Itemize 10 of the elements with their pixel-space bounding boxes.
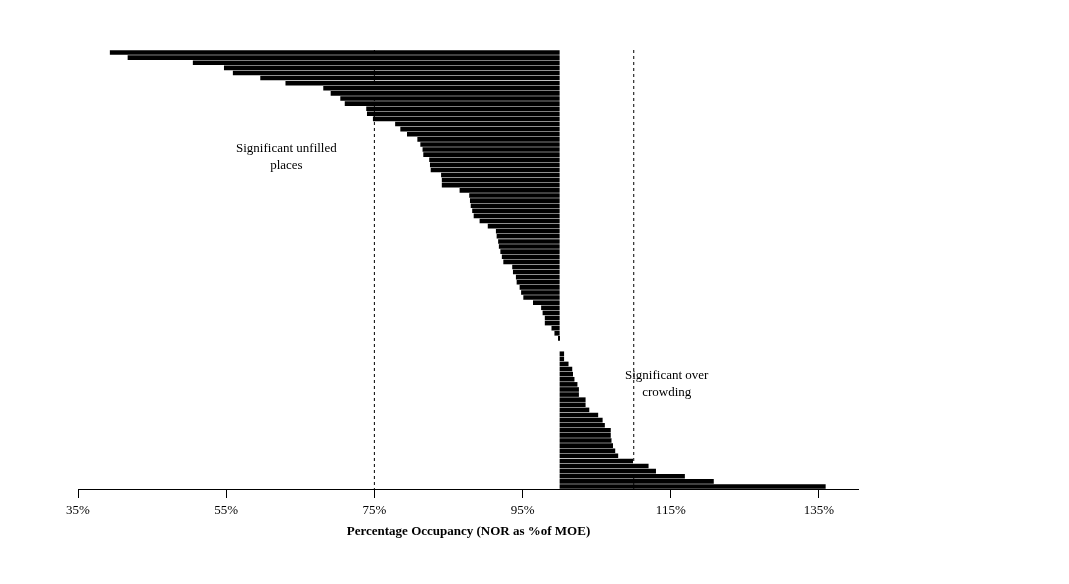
x-axis-title: Percentage Occupancy (NOR as %of MOE) bbox=[346, 523, 591, 539]
x-tick-label: 55% bbox=[214, 501, 239, 517]
x-tick-label: 95% bbox=[510, 501, 535, 517]
annotation: Significant unfilled places bbox=[236, 140, 338, 172]
bar bbox=[559, 351, 565, 357]
x-tick-label: 75% bbox=[362, 501, 387, 517]
x-tick-label: 135% bbox=[803, 501, 835, 517]
x-tick-label: 35% bbox=[66, 501, 91, 517]
x-tick-label: 115% bbox=[655, 501, 686, 517]
annotation: Significant over crowding bbox=[625, 367, 710, 399]
